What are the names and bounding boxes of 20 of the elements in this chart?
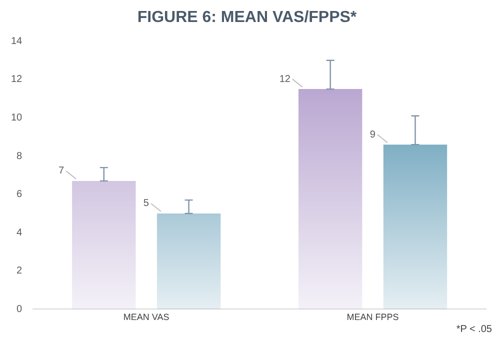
- x-tick-label: MEAN VAS: [123, 312, 170, 322]
- bar: [383, 144, 448, 310]
- bar: [298, 89, 362, 310]
- y-tick-label: 2: [16, 266, 23, 277]
- data-label: 7: [58, 166, 64, 177]
- y-tick-label: 10: [11, 112, 23, 124]
- y-tick-label: 8: [16, 150, 23, 162]
- y-tick-label: 0: [16, 304, 23, 315]
- text: *P < .05: [456, 324, 492, 335]
- bar: [72, 180, 136, 310]
- data-label: 12: [279, 74, 291, 85]
- chart-title: FIGURE 6: MEAN VAS/FPPS*: [137, 9, 358, 26]
- y-tick-label: 6: [16, 189, 23, 200]
- y-tick-label: 4: [16, 227, 23, 238]
- bar: [156, 213, 221, 310]
- x-tick-label: MEAN FPPS: [346, 312, 399, 322]
- data-label: 9: [370, 129, 376, 140]
- y-tick-label: 14: [11, 36, 23, 47]
- y-tick-label: 12: [11, 74, 23, 86]
- data-label: 5: [143, 198, 150, 210]
